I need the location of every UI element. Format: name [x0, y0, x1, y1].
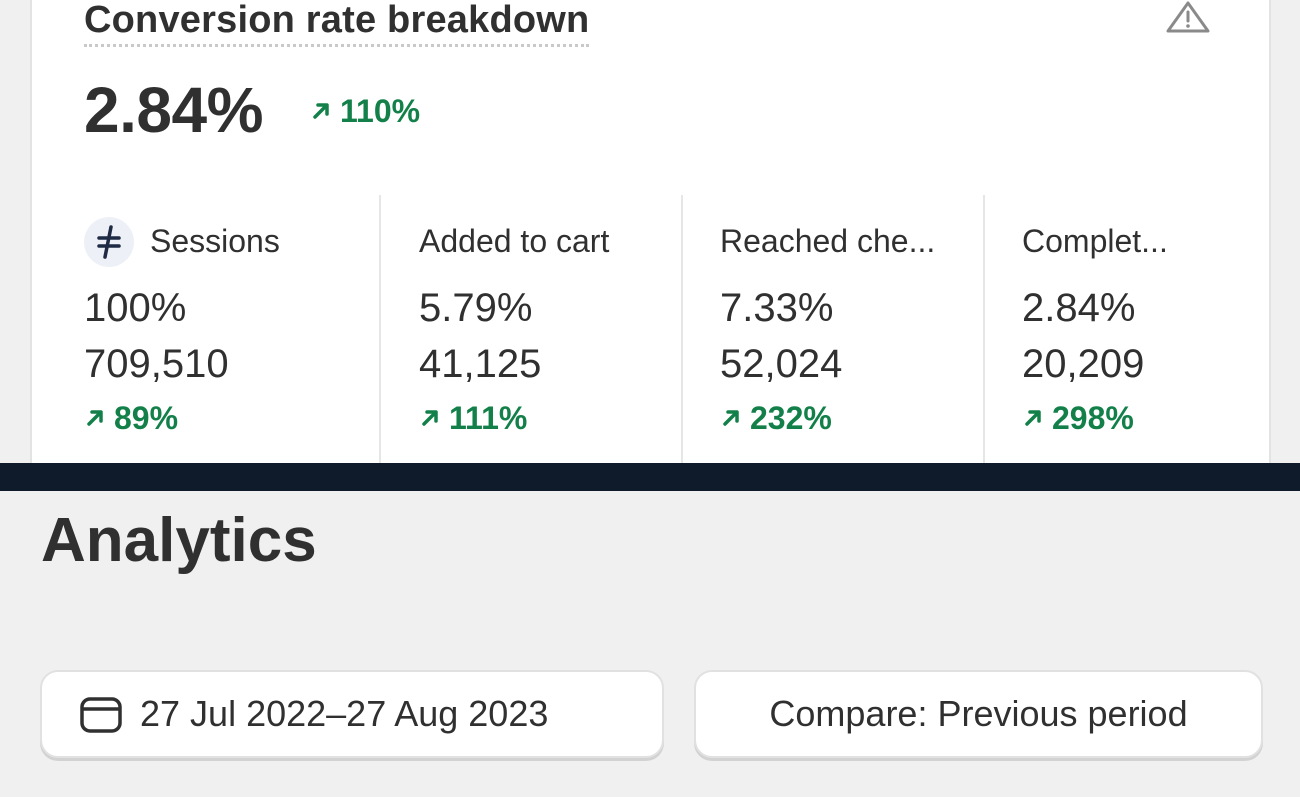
change-value: 89% [114, 400, 179, 436]
funnel-step-count: 20,209 [1022, 342, 1145, 386]
arrow-up-right-icon [313, 103, 329, 119]
change-value: 232% [750, 400, 832, 436]
warning-triangle-icon[interactable] [1165, 0, 1211, 34]
card-title[interactable]: Conversion rate breakdown [84, 0, 590, 47]
funnel-step-change: 111% [419, 399, 527, 437]
divider-band [0, 463, 1300, 491]
compare-label: Compare: Previous period [769, 693, 1188, 734]
funnel-step-percent: 2.84% [1022, 286, 1136, 330]
funnel-step-percent: 7.33% [720, 286, 834, 330]
page-title: Analytics [41, 506, 317, 575]
date-range-label: 27 Jul 2022–27 Aug 2023 [140, 693, 549, 734]
conversion-rate-card: Conversion rate breakdown 2.84% 110% [30, 0, 1271, 463]
funnel-step-label: Added to cart [419, 223, 610, 259]
funnel-step-added-to-cart[interactable]: Added to cart 5.79% 41,125 111% [419, 195, 677, 463]
arrow-up-right-icon [723, 410, 739, 426]
funnel-step-change: 89% [84, 399, 178, 437]
arrow-up-right-icon [87, 410, 103, 426]
funnel-step-label: Reached che... [720, 223, 936, 259]
date-range-button[interactable]: 27 Jul 2022–27 Aug 2023 [40, 670, 664, 758]
arrow-up-right-icon [422, 410, 438, 426]
conversion-rate-value: 2.84% [84, 74, 263, 146]
calendar-icon [80, 697, 122, 733]
column-divider [681, 195, 683, 463]
change-value: 111% [449, 400, 528, 436]
funnel-step-reached-checkout[interactable]: Reached che... 7.33% 52,024 232% [720, 195, 978, 463]
column-divider [983, 195, 985, 463]
column-divider [379, 195, 381, 463]
funnel-step-label: Complet... [1022, 223, 1168, 259]
compare-period-button[interactable]: Compare: Previous period [694, 670, 1263, 758]
funnel-step-change: 232% [720, 399, 832, 437]
funnel-step-sessions[interactable]: Sessions 100% 709,510 89% [84, 195, 374, 463]
funnel-step-label: Sessions [150, 223, 280, 259]
funnel-step-percent: 5.79% [419, 286, 533, 330]
arrow-up-right-icon [1025, 410, 1041, 426]
funnel-step-count: 52,024 [720, 342, 843, 386]
funnel-step-count: 709,510 [84, 342, 229, 386]
funnel-step-percent: 100% [84, 286, 187, 330]
funnel-step-count: 41,125 [419, 342, 542, 386]
change-value: 110% [340, 93, 421, 129]
conversion-rate-change: 110% [310, 92, 420, 130]
change-value: 298% [1052, 400, 1134, 436]
funnel-step-change: 298% [1022, 399, 1134, 437]
funnel-step-completed[interactable]: Complet... 2.84% 20,209 298% [1022, 195, 1252, 463]
sessions-icon [84, 217, 134, 267]
